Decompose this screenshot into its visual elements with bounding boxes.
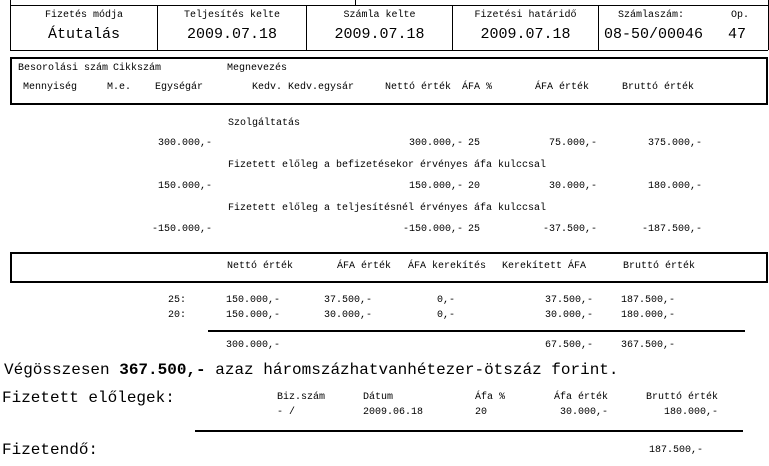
item-unit-price: 300.000,- [157, 138, 212, 149]
sum-row-rounding: 0,- [436, 310, 455, 321]
col-megnevezes: Megnevezés [227, 63, 288, 74]
sum-total-net: 300.000,- [225, 340, 280, 351]
item-vat-percent: 25 [468, 224, 481, 235]
header-table-divider [157, 5, 158, 50]
col-egysegar: Egységár [155, 82, 204, 93]
grand-total-amount: 367.500,- [119, 361, 206, 379]
col-me: M.e. [107, 82, 132, 93]
sum-row-rate: 20: [167, 310, 186, 321]
sum-total-gross: 367.500,- [620, 340, 675, 351]
item-gross-value: 375.000,- [647, 138, 702, 149]
invoice-date-label: Számla kelte [343, 10, 416, 21]
adv-col-brutto: Bruttó érték [646, 392, 719, 403]
sum-col-kerekitett-afa: Kerekített ÁFA [502, 261, 587, 272]
item-unit-price: 150.000,- [157, 181, 212, 192]
item-vat-percent: 20 [468, 181, 481, 192]
col-kedv: Kedv. [252, 82, 283, 93]
adv-row-afa-ertek: 30.000,- [559, 407, 608, 418]
invoice-number-value: 08-50/00046 [604, 26, 704, 43]
column-header-box [10, 57, 768, 105]
sum-col-netto: Nettó érték [227, 261, 294, 272]
operator-label: Op. [731, 10, 750, 21]
invoice-number-label: Számlaszám: [618, 10, 685, 21]
adv-row-afa-pct: 20 [475, 407, 488, 418]
vat-summary-header-box [10, 252, 768, 283]
col-afa-ertek: ÁFA érték [535, 82, 590, 93]
item-description: Fizetett előleg a befizetésekor érvényes… [228, 160, 547, 171]
header-table-divider [306, 5, 307, 50]
sum-row-rounding: 0,- [436, 295, 455, 306]
header-table-divider [598, 5, 599, 50]
col-brutto-ertek: Bruttó érték [622, 82, 695, 93]
sum-col-afa-ertek: ÁFA érték [337, 261, 392, 272]
sum-row-rounded-vat: 30.000,- [544, 310, 593, 321]
col-netto-ertek: Nettó érték [385, 82, 452, 93]
payment-deadline-value: 2009.07.18 [480, 26, 571, 43]
item-net-value: 300.000,- [408, 138, 463, 149]
adv-col-afa-ertek: Áfa érték [554, 392, 609, 403]
col-besorolasi-szam: Besorolási szám [18, 63, 109, 74]
payment-deadline-label: Fizetési határidő [474, 10, 577, 21]
item-net-value: 150.000,- [408, 181, 463, 192]
item-gross-value: -187.500,- [641, 224, 702, 235]
sum-col-brutto: Bruttó érték [623, 261, 696, 272]
header-table-bottom-border [10, 50, 768, 51]
operator-value: 47 [728, 26, 747, 43]
summary-total-rule [208, 330, 745, 332]
adv-col-datum: Dátum [363, 392, 394, 403]
payment-method-value: Átutalás [47, 26, 120, 43]
sum-row-net: 150.000,- [225, 295, 280, 306]
item-gross-value: 180.000,- [647, 181, 702, 192]
fulfillment-date-label: Teljesítés kelte [183, 10, 280, 21]
advances-label: Fizetett előlegek: [2, 389, 175, 407]
sum-row-rounded-vat: 37.500,- [544, 295, 593, 306]
sum-col-afa-kerekites: ÁFA kerekítés [408, 261, 487, 272]
adv-row-datum: 2009.06.18 [363, 407, 424, 418]
fulfillment-date-value: 2009.07.18 [186, 26, 277, 43]
item-description: Fizetett előleg a teljesítésnél érvényes… [228, 203, 547, 214]
item-vat-value: 75.000,- [548, 138, 597, 149]
item-vat-value: 30.000,- [548, 181, 597, 192]
top-table-remnant-divider [355, 0, 356, 5]
invoice-date-value: 2009.07.18 [334, 26, 425, 43]
col-kedv-egysar: Kedv.egysár [288, 82, 355, 93]
item-description: Szolgáltatás [228, 118, 301, 129]
grand-total-label: Végösszesen [4, 361, 110, 379]
item-net-value: -150.000,- [402, 224, 463, 235]
adv-row-brutto: 180.000,- [663, 407, 718, 418]
sum-row-vat: 30.000,- [323, 310, 372, 321]
adv-col-biz-szam: Biz.szám [277, 392, 326, 403]
grand-total-in-words: azaz háromszázhatvanhétezer-ötszáz forin… [215, 361, 619, 379]
sum-row-gross: 180.000,- [620, 310, 675, 321]
sum-row-rate: 25: [167, 295, 186, 306]
payable-label: Fizetendő: [2, 441, 99, 459]
adv-row-biz-szam: - / [277, 407, 296, 418]
payable-amount: 187.500,- [648, 445, 703, 456]
col-afa-pct: ÁFA % [462, 82, 493, 93]
col-mennyiseg: Mennyiség [23, 82, 78, 93]
sum-row-net: 150.000,- [225, 310, 280, 321]
header-table-top-border [10, 5, 768, 6]
header-table-divider [452, 5, 453, 50]
header-table-left-border [10, 0, 11, 50]
item-vat-value: -37.500,- [542, 224, 597, 235]
adv-col-afa-pct: Áfa % [475, 392, 506, 403]
sum-row-vat: 37.500,- [323, 295, 372, 306]
col-cikkszam: Cikkszám [113, 63, 162, 74]
item-vat-percent: 25 [468, 138, 481, 149]
payable-rule [195, 430, 743, 432]
item-unit-price: -150.000,- [151, 224, 212, 235]
sum-total-rounded-vat: 67.500,- [544, 340, 593, 351]
sum-row-gross: 187.500,- [620, 295, 675, 306]
grand-total-line: Végösszesen 367.500,- azaz háromszázhatv… [4, 361, 619, 379]
payment-method-label: Fizetés módja [44, 10, 123, 21]
